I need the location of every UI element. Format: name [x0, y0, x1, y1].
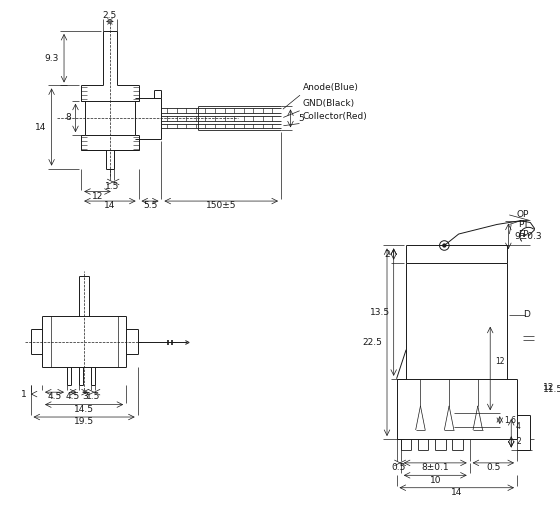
Text: 2: 2: [516, 437, 521, 447]
Text: 9±0.3: 9±0.3: [514, 232, 542, 241]
Text: 8±0.1: 8±0.1: [422, 463, 449, 472]
Text: OP: OP: [516, 210, 529, 219]
Text: 5.5: 5.5: [143, 201, 157, 210]
Text: Collector(Red): Collector(Red): [303, 112, 368, 121]
Text: 1.5: 1.5: [105, 182, 119, 191]
Text: 1.6: 1.6: [505, 416, 516, 425]
Text: 4.5: 4.5: [66, 393, 80, 401]
Text: 12: 12: [543, 383, 554, 392]
Text: 2: 2: [384, 249, 390, 259]
Text: FP: FP: [518, 230, 529, 239]
Text: 22.5: 22.5: [362, 338, 382, 347]
Text: 0.5: 0.5: [486, 463, 501, 472]
Text: 0.5: 0.5: [391, 463, 406, 472]
Text: 2.5: 2.5: [103, 11, 117, 20]
Text: 8: 8: [65, 113, 71, 122]
Text: 150±5: 150±5: [206, 201, 236, 210]
Text: 14: 14: [451, 488, 463, 497]
Text: 11.5: 11.5: [543, 385, 560, 394]
Text: 14.5: 14.5: [74, 405, 94, 414]
Text: 14: 14: [104, 201, 115, 210]
Text: 1: 1: [21, 390, 27, 399]
Text: 19.5: 19.5: [74, 417, 94, 426]
Text: 5: 5: [298, 114, 304, 123]
Text: 4: 4: [516, 422, 521, 431]
Text: 9.3: 9.3: [45, 54, 59, 62]
Text: 3: 3: [82, 393, 88, 401]
Text: PT: PT: [517, 220, 529, 229]
Text: 1.5: 1.5: [86, 393, 100, 401]
Text: 10: 10: [430, 475, 441, 485]
Text: 4.5: 4.5: [48, 393, 62, 401]
Text: 13.5: 13.5: [370, 308, 390, 316]
Circle shape: [443, 244, 446, 247]
Text: 12: 12: [92, 192, 103, 201]
Text: 14: 14: [35, 122, 47, 132]
Text: GND(Black): GND(Black): [303, 99, 355, 108]
Text: 12: 12: [495, 357, 505, 366]
Text: Anode(Blue): Anode(Blue): [303, 83, 359, 91]
Text: D: D: [524, 310, 530, 320]
